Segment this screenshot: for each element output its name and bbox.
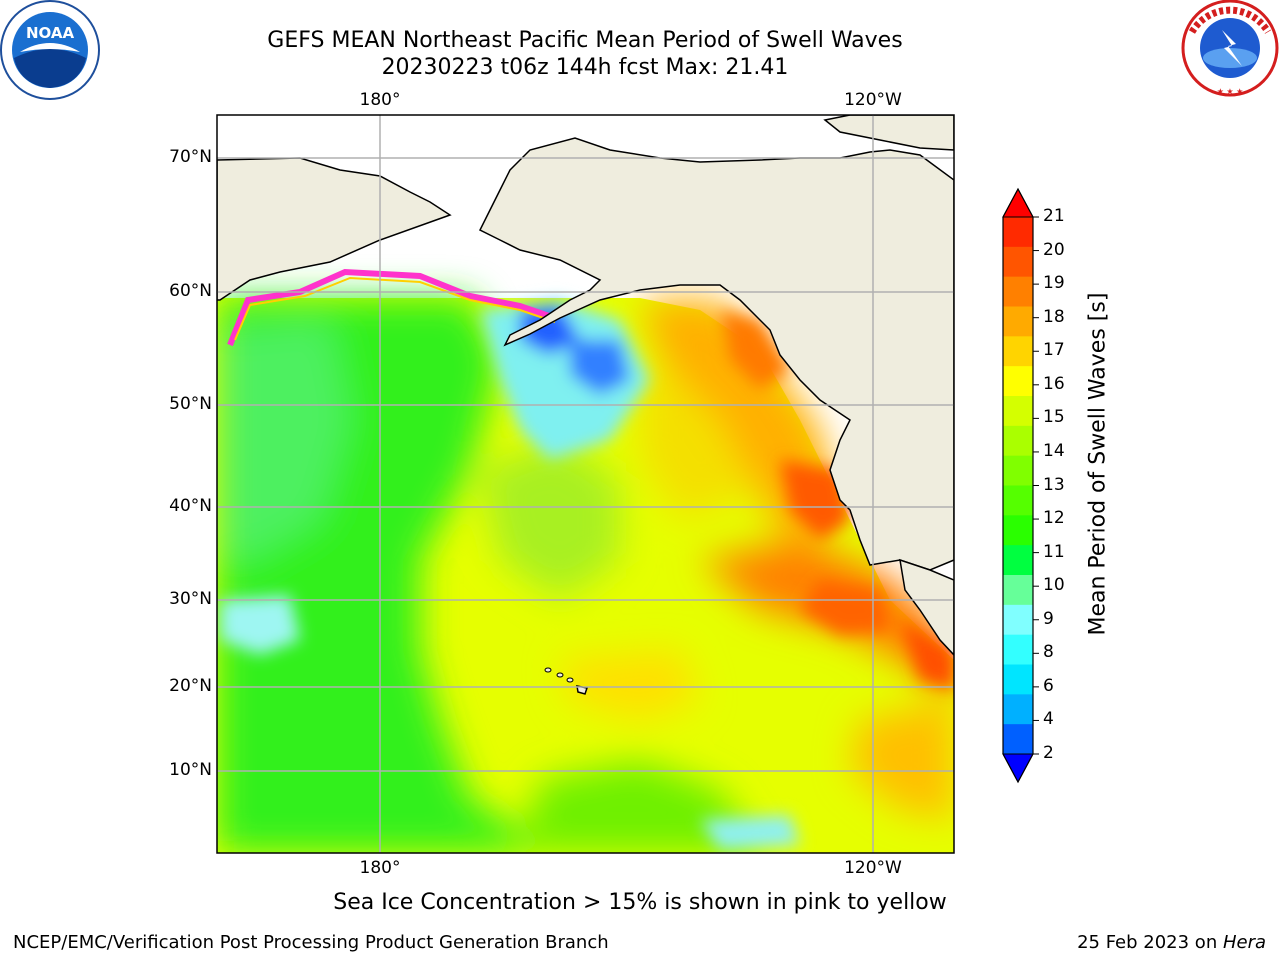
colorbar-segment	[1003, 336, 1033, 367]
colorbar-title: Mean Period of Swell Waves [s]	[1085, 292, 1111, 636]
lat-tick-60n: 60°N	[169, 281, 212, 301]
colorbar-over-arrow	[1002, 187, 1034, 218]
colorbar-segment	[1003, 246, 1033, 278]
chart-subtitle: 20230223 t06z 144h fcst Max: 21.41	[381, 55, 789, 80]
colorbar-segment	[1003, 455, 1033, 486]
colorbar-segment	[1003, 545, 1033, 576]
colorbar-segment	[1003, 724, 1033, 755]
canada-arctic-land	[823, 115, 954, 151]
lat-tick-10n: 10°N	[169, 760, 212, 780]
footer-date-text: 25 Feb 2023 on	[1077, 932, 1223, 953]
colorbar-tick-label: 4	[1043, 709, 1054, 730]
colorbar-tick-label: 19	[1043, 273, 1065, 294]
lat-tick-70n: 70°N	[169, 147, 212, 167]
land-masses	[217, 115, 954, 695]
lon-tick-top-180: 180°	[359, 90, 401, 110]
colorbar-tick-label: 20	[1043, 239, 1065, 260]
colorbar-segment	[1003, 664, 1033, 695]
siberia-land	[217, 157, 452, 301]
lat-tick-30n: 30°N	[169, 589, 212, 609]
colorbar-under-arrow	[1002, 753, 1034, 784]
colorbar-segment	[1003, 604, 1033, 636]
swell-period-field	[217, 268, 954, 853]
chart-title: GEFS MEAN Northeast Pacific Mean Period …	[267, 28, 903, 53]
nws-logo: ★ ★ ★	[1181, 0, 1279, 97]
colorbar-segment	[1003, 694, 1033, 725]
colorbar-tick-label: 9	[1043, 608, 1054, 629]
footer-credit: NCEP/EMC/Verification Post Processing Pr…	[13, 932, 609, 953]
graticule	[217, 115, 954, 853]
colorbar-tick-label: 15	[1043, 407, 1065, 428]
colorbar-segment	[1003, 366, 1033, 397]
footer-machine: Hera	[1222, 932, 1266, 953]
colorbar-tick-label: 12	[1043, 508, 1065, 529]
footer-date: 25 Feb 2023 on Hera	[1077, 932, 1266, 953]
lon-tick-bottom-120w: 120°W	[844, 858, 902, 878]
lat-tick-50n: 50°N	[169, 394, 212, 414]
colorbar-tick-label: 6	[1043, 675, 1054, 696]
colorbar-segment	[1003, 575, 1033, 606]
colorbar-segment	[1003, 634, 1033, 665]
colorbar-segment	[1003, 306, 1033, 337]
colorbar-segment	[1003, 396, 1033, 427]
lon-tick-bottom-180: 180°	[359, 858, 401, 878]
colorbar-tick-label: 21	[1043, 206, 1065, 226]
lat-tick-40n: 40°N	[169, 496, 212, 516]
colorbar-segment	[1003, 425, 1033, 457]
colorbar-tick-label: 8	[1043, 642, 1054, 663]
map-frame	[216, 114, 955, 854]
noaa-logo: NOAA	[0, 0, 100, 100]
colorbar-segment	[1003, 276, 1033, 307]
hawaii-islands	[544, 667, 574, 683]
svg-text:NOAA: NOAA	[26, 24, 75, 42]
colorbar-segment	[1003, 217, 1033, 248]
colorbar-segment	[1003, 515, 1033, 546]
colorbar-tick-label: 17	[1043, 340, 1065, 361]
lat-tick-20n: 20°N	[169, 676, 212, 696]
colorbar-tick-label: 2	[1043, 743, 1054, 763]
baja-land	[899, 558, 954, 657]
colorbar-tick-label: 13	[1043, 474, 1065, 495]
colorbar-tick-label: 14	[1043, 440, 1065, 461]
colorbar-tick-label: 10	[1043, 575, 1065, 596]
colorbar-tick-label: 18	[1043, 306, 1065, 327]
colorbar-tick-label: 11	[1043, 541, 1065, 562]
colorbar-tick-label: 16	[1043, 373, 1065, 394]
colorbar-segment	[1003, 485, 1033, 516]
svg-text:★ ★ ★: ★ ★ ★	[1217, 87, 1244, 96]
sea-ice-note: Sea Ice Concentration > 15% is shown in …	[333, 890, 947, 915]
lon-tick-top-120w: 120°W	[844, 90, 902, 110]
